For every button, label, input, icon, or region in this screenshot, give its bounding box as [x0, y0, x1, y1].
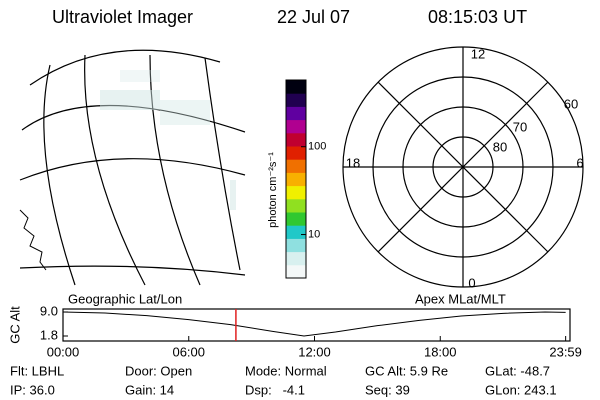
- timeline-frame: [62, 308, 571, 342]
- y-tick-label: 1.8: [40, 327, 58, 342]
- title: Ultraviolet Imager: [52, 7, 193, 27]
- mlt-label: 18: [346, 155, 360, 170]
- x-tick-label: 00:00: [47, 344, 80, 359]
- x-tick-label: 06:00: [172, 344, 205, 359]
- time: 08:15:03 UT: [428, 7, 527, 27]
- colorbar-tick-label: 10: [308, 228, 320, 240]
- colorbar-swatch: [286, 119, 306, 134]
- timeline: 9.0 1.8 00:00 06:00 12:00 18:00 23:59: [40, 303, 582, 359]
- status-field: Mode: Normal: [245, 363, 327, 378]
- lat-label: 70: [513, 119, 527, 134]
- colorbar-swatch: [286, 225, 306, 239]
- colorbar-swatch: [286, 238, 306, 253]
- lat-label: 60: [564, 96, 578, 111]
- gc-alt-line: [62, 311, 566, 337]
- timeline-y-label: GC Alt: [7, 306, 22, 344]
- status-field: GC Alt: 5.9 Re: [365, 363, 448, 378]
- x-tick-label: 23:59: [549, 344, 582, 359]
- x-tick-label: 12:00: [298, 344, 331, 359]
- colorbar: 10 100: [285, 79, 326, 279]
- colorbar-swatch: [286, 264, 306, 279]
- colorbar-swatch: [286, 146, 306, 160]
- status-field: Flt: LBHL: [10, 363, 64, 378]
- status-field: GLon: 243.1: [485, 382, 557, 397]
- colorbar-swatch: [286, 185, 306, 200]
- footer: Flt: LBHL Door: Open Mode: Normal GC Alt: 5…: [10, 363, 557, 397]
- timeline-right-label: Apex MLat/MLT: [415, 291, 506, 306]
- x-tick-label: 18:00: [424, 344, 457, 359]
- colorbar-swatch: [286, 159, 306, 173]
- status-field: Gain: 14: [125, 382, 174, 397]
- date: 22 Jul 07: [277, 7, 350, 27]
- status-field: Dsp: -4.1: [245, 382, 305, 397]
- status-field: Door: Open: [125, 363, 192, 378]
- colorbar-tick-label: 100: [308, 141, 326, 153]
- colorbar-swatch: [286, 251, 306, 266]
- timeline-left-label: Geographic Lat/Lon: [68, 291, 182, 306]
- mlt-label: 0: [468, 275, 475, 290]
- map: [19, 49, 246, 286]
- colorbar-swatch: [286, 172, 306, 187]
- lat-label: 80: [493, 139, 507, 154]
- colorbar-swatch: [286, 106, 306, 121]
- colorbar-label: photon cm⁻²s⁻¹: [267, 152, 279, 228]
- mlt-label: 12: [471, 46, 485, 61]
- polar-plot: [342, 46, 584, 288]
- mlt-label: 6: [576, 155, 583, 170]
- status-field: GLat: -48.7: [485, 363, 550, 378]
- colorbar-swatch: [286, 132, 306, 147]
- status-field: Seq: 39: [365, 382, 410, 397]
- status-field: IP: 36.0: [10, 382, 55, 397]
- colorbar-swatch: [286, 93, 306, 107]
- colorbar-swatch: [286, 80, 306, 94]
- colorbar-swatch: [286, 198, 306, 213]
- colorbar-frame: [285, 79, 307, 279]
- map-speckle: [100, 70, 236, 210]
- colorbar-swatch: [286, 212, 306, 226]
- y-tick-label: 9.0: [40, 303, 58, 318]
